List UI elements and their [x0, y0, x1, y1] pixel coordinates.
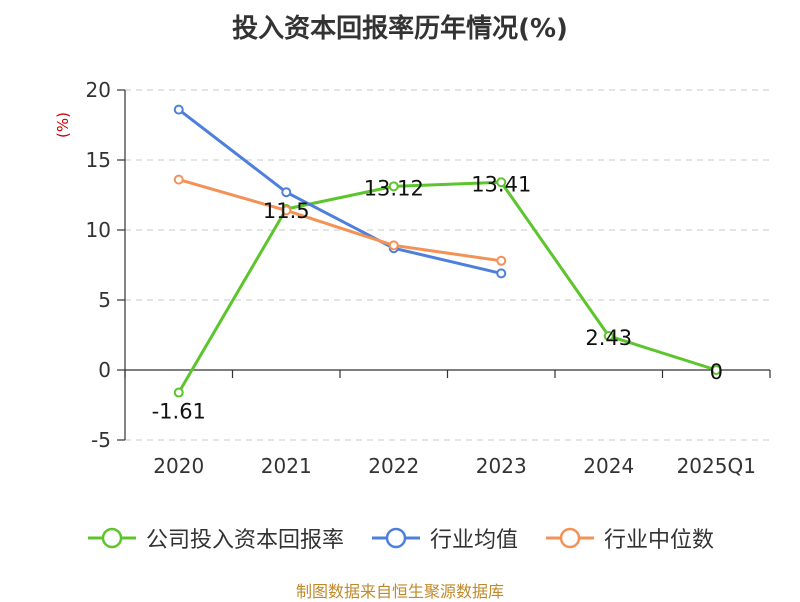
legend-label: 公司投入资本回报率: [145, 528, 344, 553]
data-label: 13.12: [364, 176, 424, 200]
x-tick-label: 2025Q1: [677, 454, 756, 478]
data-point: [711, 365, 722, 375]
x-tick-label: 2020: [153, 454, 204, 478]
source-note: 制图数据来自恒生聚源数据库: [295, 582, 504, 601]
data-label: 11.5: [263, 199, 310, 223]
data-label: 13.41: [471, 172, 531, 196]
legend-item-2[interactable]: 行业中位数: [544, 522, 714, 554]
data-point: [173, 387, 184, 398]
data-label: -1.61: [152, 400, 206, 424]
data-point: [173, 174, 184, 185]
data-point: [388, 240, 399, 251]
series-line-1: [177, 108, 502, 275]
x-tick-label: 2023: [476, 454, 527, 478]
data-point: [281, 205, 292, 216]
data-point: [388, 181, 399, 192]
legend: 公司投入资本回报率 行业均值 行业中位数: [0, 518, 800, 558]
y-tick-label: 0: [98, 358, 111, 382]
legend-item-1[interactable]: 行业均值: [370, 522, 518, 554]
data-point: [496, 255, 507, 266]
legend-item-0[interactable]: 公司投入资本回报率: [86, 522, 344, 554]
data-point: [281, 187, 292, 198]
legend-swatch-icon: [546, 527, 594, 549]
x-tick-label: 2021: [261, 454, 312, 478]
legend-swatch-icon: [371, 527, 420, 549]
y-tick-label: 15: [86, 148, 111, 172]
y-tick-label: 10: [86, 218, 111, 242]
series-line-0: [177, 180, 717, 394]
data-point: [173, 104, 184, 115]
y-tick-label: 5: [98, 288, 111, 312]
legend-label: 行业中位数: [604, 528, 715, 553]
legend-label: 行业均值: [429, 528, 518, 553]
legend-swatch-icon: [87, 527, 136, 549]
y-tick-label: -5: [91, 428, 111, 452]
data-label: 0: [710, 360, 723, 384]
y-axis-label: (%): [54, 112, 72, 138]
data-label: 2.43: [585, 326, 632, 350]
x-tick-label: 2024: [583, 454, 634, 478]
chart-title: 投入资本回报率历年情况(%): [232, 14, 568, 44]
series-line-2: [178, 178, 502, 263]
data-point: [496, 177, 507, 188]
y-tick-label: 20: [86, 78, 111, 102]
x-tick-label: 2022: [368, 454, 419, 478]
data-point: [496, 268, 507, 279]
data-point: [603, 330, 614, 341]
